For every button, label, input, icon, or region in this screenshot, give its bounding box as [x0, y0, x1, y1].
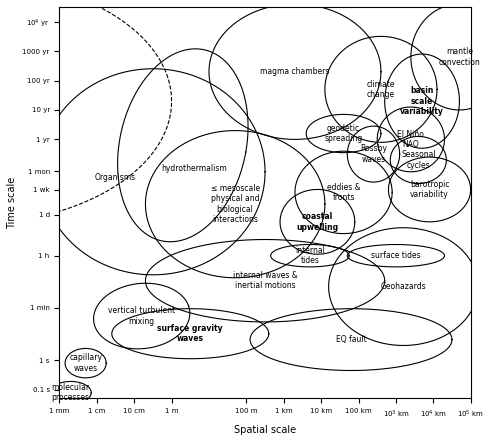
Text: internal
tides: internal tides: [295, 246, 325, 265]
Text: vertical turbulent
mixing: vertical turbulent mixing: [108, 306, 175, 326]
Text: capillary
waves: capillary waves: [69, 354, 102, 373]
Y-axis label: Time scale: Time scale: [7, 177, 17, 229]
Text: coastal
upwelling: coastal upwelling: [297, 212, 338, 232]
X-axis label: Spatial scale: Spatial scale: [234, 425, 296, 435]
Text: climate
change: climate change: [367, 80, 395, 99]
Text: internal waves &
inertial motions: internal waves & inertial motions: [233, 271, 298, 290]
Text: basin
scale
variability: basin scale variability: [400, 86, 444, 116]
Text: geodetic
spreading: geodetic spreading: [325, 124, 363, 143]
Text: ≤ mesoscale
physical and
biological
interactions: ≤ mesoscale physical and biological inte…: [211, 184, 260, 224]
Text: Organisms: Organisms: [95, 173, 136, 182]
Text: molecular
processes: molecular processes: [52, 383, 90, 402]
Text: magma chambers: magma chambers: [260, 67, 329, 76]
Text: surface gravity
waves: surface gravity waves: [158, 324, 223, 343]
Text: Geohazards: Geohazards: [381, 282, 426, 291]
Text: surface tides: surface tides: [371, 251, 421, 260]
Text: Rossby
waves: Rossby waves: [360, 145, 387, 164]
Text: eddies &
fronts: eddies & fronts: [327, 183, 360, 202]
Text: El Niño
NAO: El Niño NAO: [397, 130, 424, 149]
Text: hydrothermalism: hydrothermalism: [161, 164, 227, 173]
Text: EQ fault: EQ fault: [336, 335, 366, 344]
Text: Seasonal
cycles: Seasonal cycles: [401, 150, 436, 170]
Text: mantle
convection: mantle convection: [438, 47, 480, 67]
Text: barotropic
variability: barotropic variability: [410, 180, 449, 199]
